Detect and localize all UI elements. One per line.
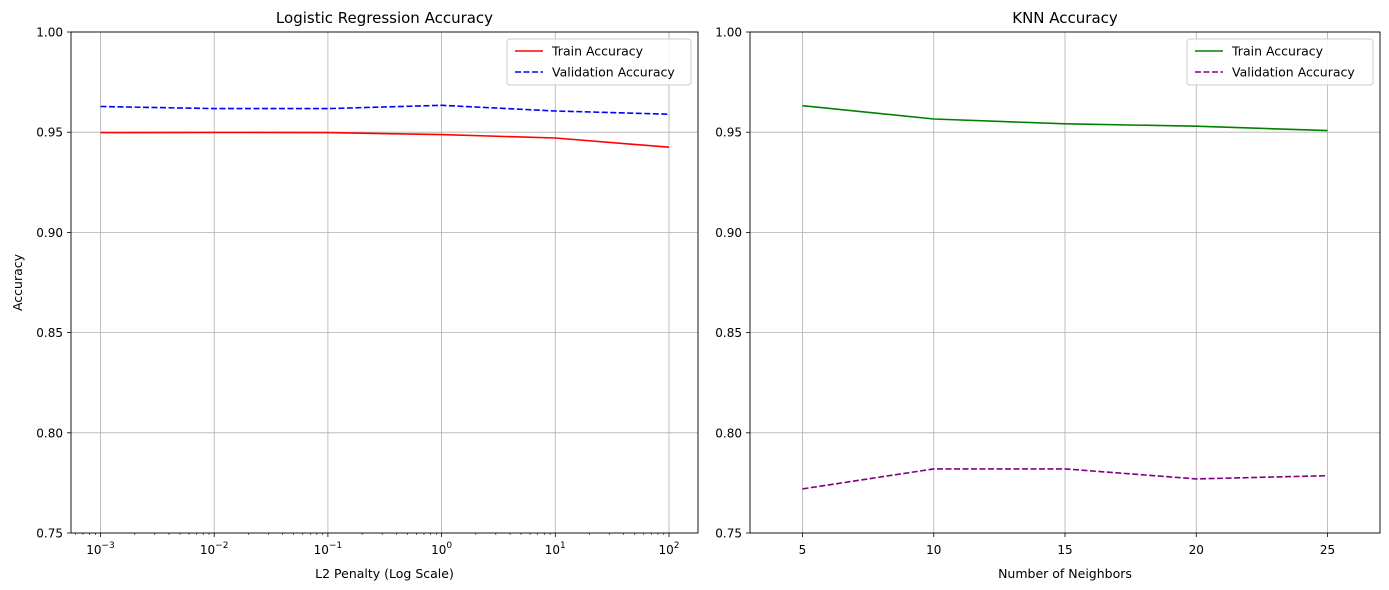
x-tick-label: 10−2 [200,541,229,557]
y-tick-label: 0.85 [715,326,742,340]
x-axis-label: Number of Neighbors [998,566,1132,581]
x-tick-label: 20 [1189,543,1204,557]
x-tick-label: 25 [1320,543,1335,557]
legend: Train Accuracy Validation Accuracy [506,38,692,86]
x-tick-label: 10 [926,543,941,557]
y-tick-label: 0.75 [36,527,63,541]
legend-label: Train Accuracy [551,44,644,59]
legend-box [1186,38,1374,86]
y-tick-label: 0.75 [715,527,742,541]
legend: Train Accuracy Validation Accuracy [1186,38,1374,86]
y-tick-label: 0.95 [715,126,742,140]
series-line-train [802,104,1328,132]
x-tick-label: 10−1 [314,541,343,557]
chart-title: KNN Accuracy [1012,9,1118,27]
x-axis-label: L2 Penalty (Log Scale) [315,566,454,581]
series-line-train [100,131,670,148]
legend-label: Train Accuracy [1231,44,1324,59]
y-tick-label: 0.95 [36,126,63,140]
legend-box [506,38,692,86]
y-tick-label: 1.00 [715,26,742,40]
y-tick-label: 0.80 [36,426,63,440]
chart-2: 5 10 15 20 25 0.75 0.80 0.85 0.90 0.95 1.00 KNN Acc… [715,9,1381,581]
x-tick-label: 102 [658,541,679,557]
y-tick-label: 0.90 [715,226,742,240]
series-line-validation [100,104,670,115]
series-line-validation [802,468,1328,490]
y-tick-label: 0.90 [36,226,63,240]
x-tick-label: 100 [431,541,452,557]
x-tick-label: 101 [545,541,566,557]
chart-title: Logistic Regression Accuracy [276,9,493,27]
legend-label: Validation Accuracy [1232,65,1355,80]
axes-frame [749,31,1381,534]
x-tick-label: 10−3 [86,541,115,557]
x-tick-label: 15 [1057,543,1072,557]
x-tick-label: 5 [799,543,807,557]
axes-frame [70,31,699,534]
y-axis-label: Accuracy [10,253,25,311]
y-tick-label: 0.85 [36,326,63,340]
chart-1: 10−3 10−2 10−1 100 101 102 0.75 0.80 0.85 0.90 0.9… [10,9,699,581]
legend-label: Validation Accuracy [552,65,675,80]
y-tick-label: 1.00 [36,26,63,40]
y-tick-label: 0.80 [715,426,742,440]
